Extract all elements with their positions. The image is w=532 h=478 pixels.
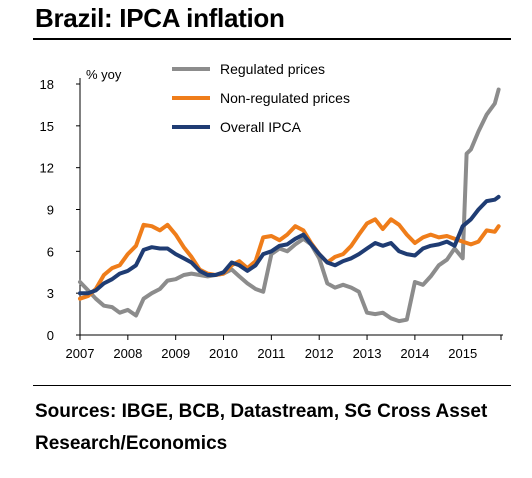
x-tick-label: 2007	[66, 346, 95, 361]
x-tick-label: 2011	[257, 346, 285, 361]
x-tick-label: 2013	[353, 346, 382, 361]
chart-axes: 0 3 6 9 12 15 18 % yoy 2007 2008 2009 2010 2011 2012 2…	[40, 67, 503, 361]
series-line-regulated-prices	[78, 87, 501, 324]
y-tick-label: 3	[47, 286, 54, 301]
legend-label-non-regulated-prices: Non-regulated prices	[220, 90, 350, 106]
chart-title: Brazil: IPCA inflation	[35, 3, 285, 33]
x-tick-label: 2015	[448, 346, 477, 361]
y-tick-label: 6	[47, 244, 54, 259]
y-tick-label: 12	[40, 161, 54, 176]
source-rule	[33, 385, 511, 386]
series-line-overall-ipca	[78, 194, 501, 296]
x-tick-label: 2012	[305, 346, 334, 361]
line-chart: 0 3 6 9 12 15 18 % yoy 2007 2008 2009 2010 2011 2012 2…	[40, 61, 503, 361]
x-tick-label: 2014	[400, 346, 429, 361]
legend-label-overall-ipca: Overall IPCA	[220, 119, 302, 135]
y-tick-label: 9	[47, 203, 54, 218]
y-tick-label: 18	[40, 77, 54, 92]
y-axis-unit-label: % yoy	[86, 67, 122, 82]
legend-label-regulated-prices: Regulated prices	[220, 61, 325, 77]
y-tick-label: 0	[47, 328, 54, 343]
chart-legend: Regulated prices Non-regulated prices Over…	[172, 61, 350, 135]
x-tick-label: 2008	[113, 346, 142, 361]
sources-note: Sources: IBGE, BCB, Datastream, SG Cross…	[35, 401, 488, 454]
x-tick-label: 2009	[161, 346, 190, 361]
y-tick-label: 15	[40, 119, 54, 134]
x-tick-label: 2010	[209, 346, 238, 361]
series-layer	[78, 87, 501, 324]
title-rule	[33, 38, 511, 40]
series-line-non-regulated-prices	[78, 217, 501, 301]
